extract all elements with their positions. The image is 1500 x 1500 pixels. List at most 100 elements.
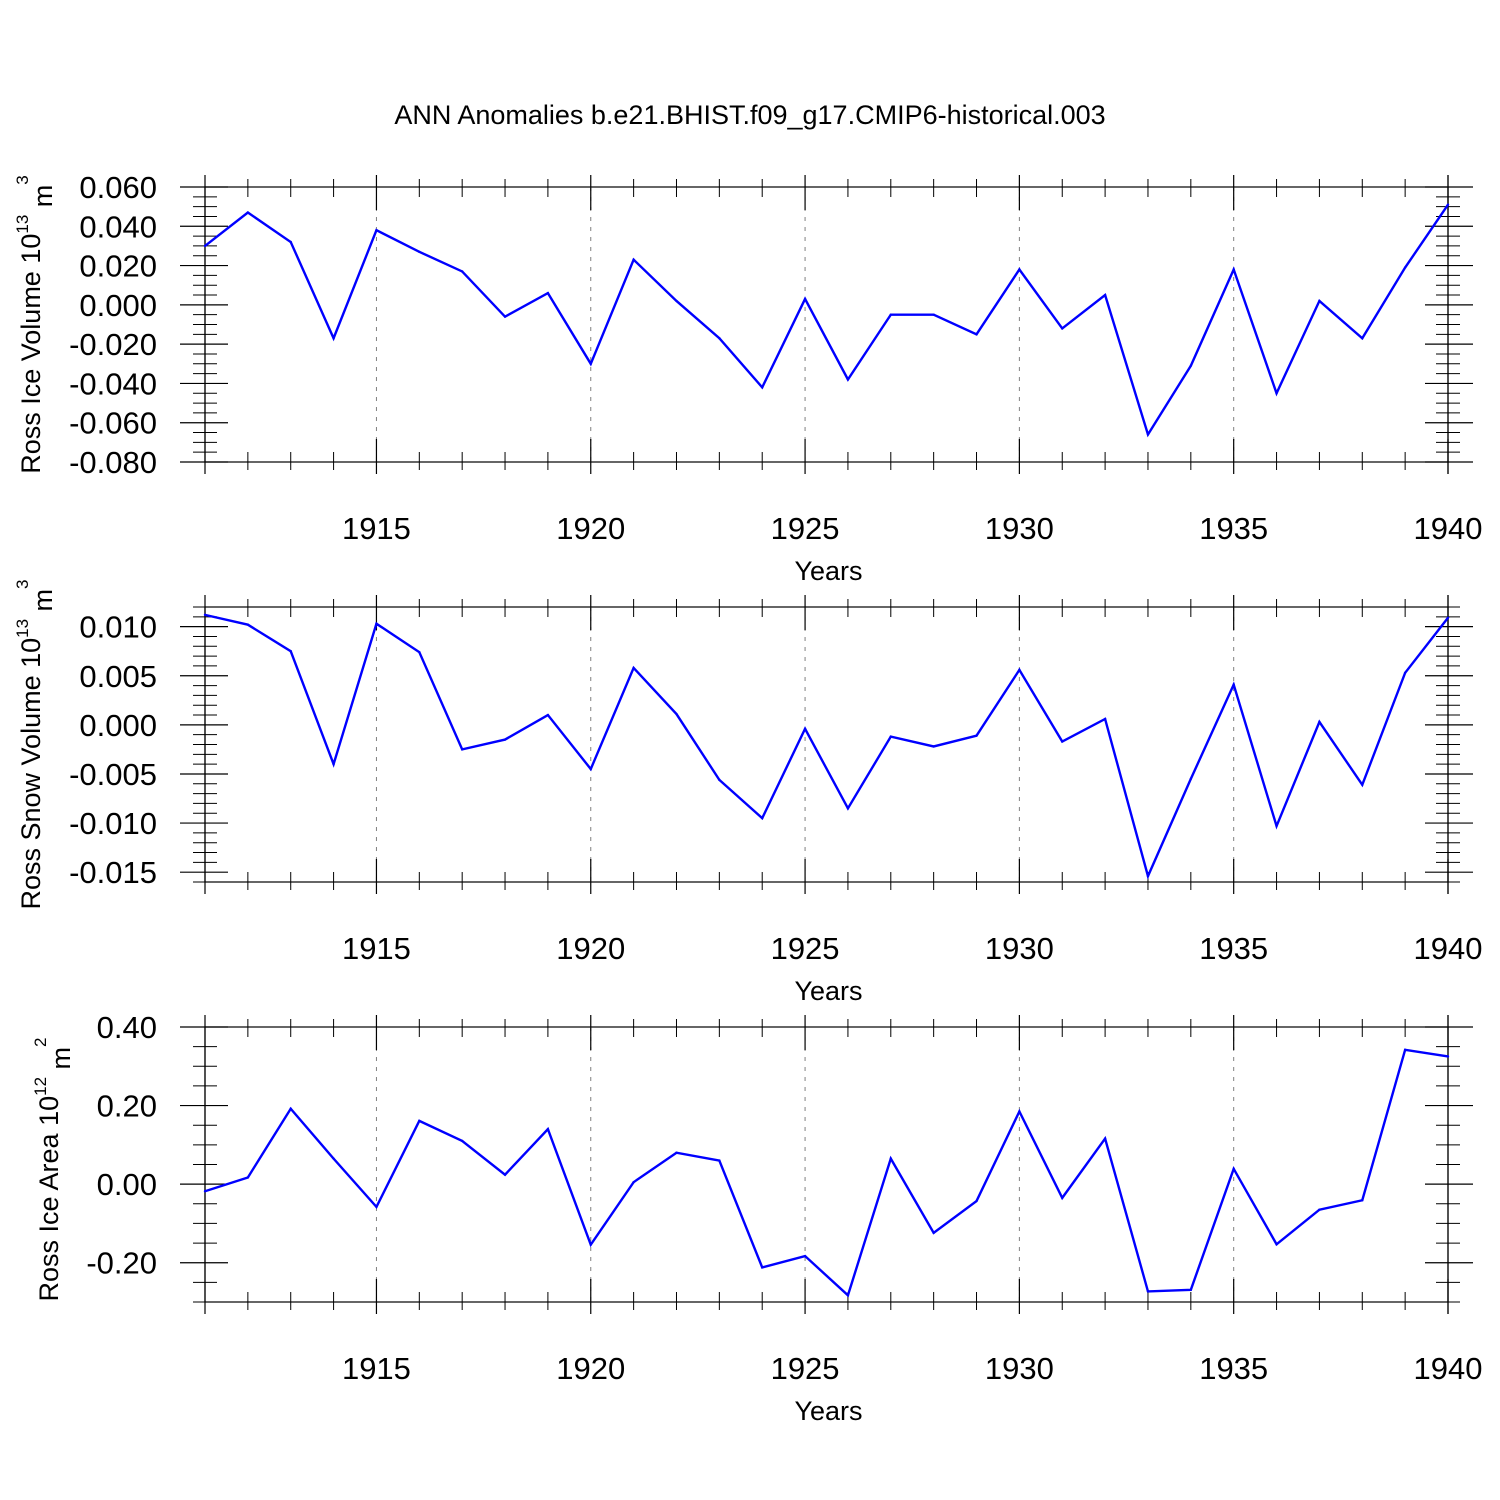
y-tick-label: 0.060 [79,170,157,205]
data-point [889,1157,892,1160]
plot-frame [204,606,1449,883]
x-tick-label: 1925 [771,511,840,546]
data-point [803,727,807,730]
data-point [1103,293,1107,297]
y-tick-label: 0.040 [79,209,157,244]
y-axis-label: Ross Snow Volume 1013 m3 [13,579,58,909]
data-point [332,337,335,340]
y-axis-label: Ross Ice Area 1012 m2 [31,1037,76,1301]
data-point [1061,327,1064,330]
y-axis-label-ylabel-unit: m [46,1047,76,1077]
data-point [1018,668,1021,672]
series-line [204,204,1449,438]
y-tick-label: 0.000 [79,288,157,323]
data-point [761,1266,764,1269]
data-point [846,378,850,381]
data-point [718,1159,721,1162]
data-point [1232,268,1235,271]
series-line [204,613,1449,880]
y-tick-label: 0.00 [97,1167,157,1202]
data-point [932,745,935,748]
chart-panel-2: 1915 1920 1925 1930 1935 1940 0.010 0.005 0.000 -… [13,579,1482,1006]
x-axis-label: Years [794,1396,862,1426]
data-point [1189,364,1193,367]
x-tick-label: 1940 [1414,931,1483,966]
data-point [1146,1290,1150,1293]
data-point [460,270,464,273]
data-point [1061,1196,1064,1200]
y-tick-label: 0.40 [97,1010,157,1045]
data-point [889,735,892,738]
y-axis-label-ylabel: Ross Ice Area 10 [34,1096,64,1302]
data-point [589,362,592,365]
y-axis-label-ylabel-unit: m [28,589,58,619]
data-point [846,807,850,810]
data-point [1189,1288,1193,1292]
y-axis-label-ylabel-unit-exp: 3 [13,579,32,588]
y-tick-label: 0.010 [79,610,157,645]
y-tick-label: -0.040 [69,366,157,401]
data-point [889,313,892,316]
y-axis-label-ylabel: Ross Ice Volume 10 [16,234,46,474]
x-axis-label: Years [794,976,862,1006]
x-tick-label: 1930 [985,511,1054,546]
y-tick-label: 0.20 [97,1089,157,1124]
data-point [503,315,507,318]
data-point [1318,299,1321,303]
data-point [460,748,464,751]
y-axis-label-ylabel-exp: 12 [31,1077,50,1096]
data-point [1146,433,1150,436]
y-tick-label: 0.005 [79,659,157,694]
y-tick-label: -0.060 [69,406,157,441]
data-point [1318,1208,1321,1211]
y-tick-label: -0.080 [69,445,157,480]
data-point [1275,824,1278,828]
data-point [418,250,421,254]
data-point [632,666,635,670]
data-point [675,1151,678,1154]
data-point [803,1254,807,1258]
data-point [1018,268,1021,271]
x-tick-label: 1930 [985,1351,1054,1386]
data-point [1232,1167,1235,1171]
data-point [203,1190,207,1193]
x-tick-label: 1925 [771,931,840,966]
x-axis-label: Years [794,556,862,586]
data-point [1403,1048,1407,1051]
figure-title: ANN Anomalies b.e21.BHIST.f09_g17.CMIP6-… [394,100,1105,130]
data-point [375,622,378,625]
data-point [1446,203,1450,206]
data-point [1061,740,1064,743]
data-point [1103,717,1107,721]
data-point [1275,1243,1278,1246]
x-tick-label: 1935 [1199,931,1268,966]
data-point [1403,266,1407,269]
y-axis-label: Ross Ice Volume 1013 m3 [13,175,58,474]
data-point [1361,337,1364,340]
x-tick-label: 1925 [771,1351,840,1386]
data-point [1232,683,1235,686]
y-axis-label-ylabel-unit: m [28,185,58,215]
x-tick-label: 1915 [342,511,411,546]
data-point [503,1173,507,1176]
x-tick-label: 1940 [1414,1351,1483,1386]
data-point [332,762,335,766]
y-tick-label: -0.005 [69,757,157,792]
x-tick-label: 1920 [556,931,625,966]
data-point [803,297,807,301]
data-point [761,386,764,389]
data-point [1146,874,1150,878]
data-point [289,1107,292,1110]
data-point [203,244,207,248]
y-axis-label-ylabel-unit-exp: 2 [31,1037,50,1046]
data-point [1318,720,1321,724]
data-point [1275,392,1278,395]
y-tick-label: -0.20 [86,1246,157,1281]
x-tick-label: 1940 [1414,511,1483,546]
data-point [375,229,378,232]
x-tick-label: 1935 [1199,1351,1268,1386]
data-point [246,1176,250,1179]
data-point [1446,616,1450,620]
plot-frame [204,1026,1449,1303]
